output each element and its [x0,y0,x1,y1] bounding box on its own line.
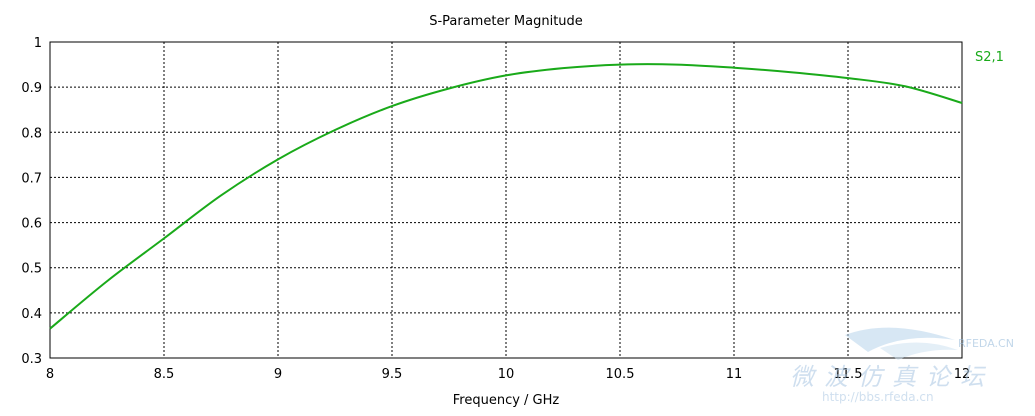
x-tick-label: 10 [498,367,515,382]
tick-layer: 8 8.5 9 9.5 10 10.5 11 11.5 12 0.3 0.4 0.5 0.6 0.7 0.8… [21,36,970,382]
x-tick-label: 11.5 [834,367,863,382]
watermark-url: http://bbs.rfeda.cn [822,390,934,404]
y-tick-label: 0.5 [21,262,42,277]
y-tick-label: 0.4 [21,307,42,322]
y-tick-label: 0.9 [21,81,42,96]
watermark-badge: RFEDA.CN [958,337,1014,350]
x-tick-label: 9.5 [382,367,403,382]
legend-label-s21: S2,1 [975,50,1004,65]
y-tick-label: 0.3 [21,352,42,367]
chart-title: S-Parameter Magnitude [429,14,583,29]
x-tick-label: 12 [954,367,971,382]
watermark-title: 微波仿真论坛 [790,363,994,391]
y-tick-label: 0.7 [21,171,42,186]
y-tick-label: 0.8 [21,126,42,141]
x-axis-label: Frequency / GHz [453,393,560,408]
series-line-s21 [49,63,963,330]
x-tick-label: 8 [46,367,54,382]
x-tick-label: 10.5 [606,367,635,382]
x-tick-label: 9 [274,367,282,382]
plot-frame [49,41,963,359]
watermark-swoosh-icon [845,327,955,352]
series-layer [49,63,963,330]
watermark-logo: RFEDA.CN 微波仿真论坛 http://bbs.rfeda.cn [790,327,1014,404]
grid-layer [50,42,962,358]
y-tick-label: 0.6 [21,217,42,232]
x-tick-label: 8.5 [154,367,175,382]
y-tick-label: 1 [34,36,42,51]
x-tick-label: 11 [726,367,743,382]
watermark-swoosh-icon-2 [880,342,958,360]
